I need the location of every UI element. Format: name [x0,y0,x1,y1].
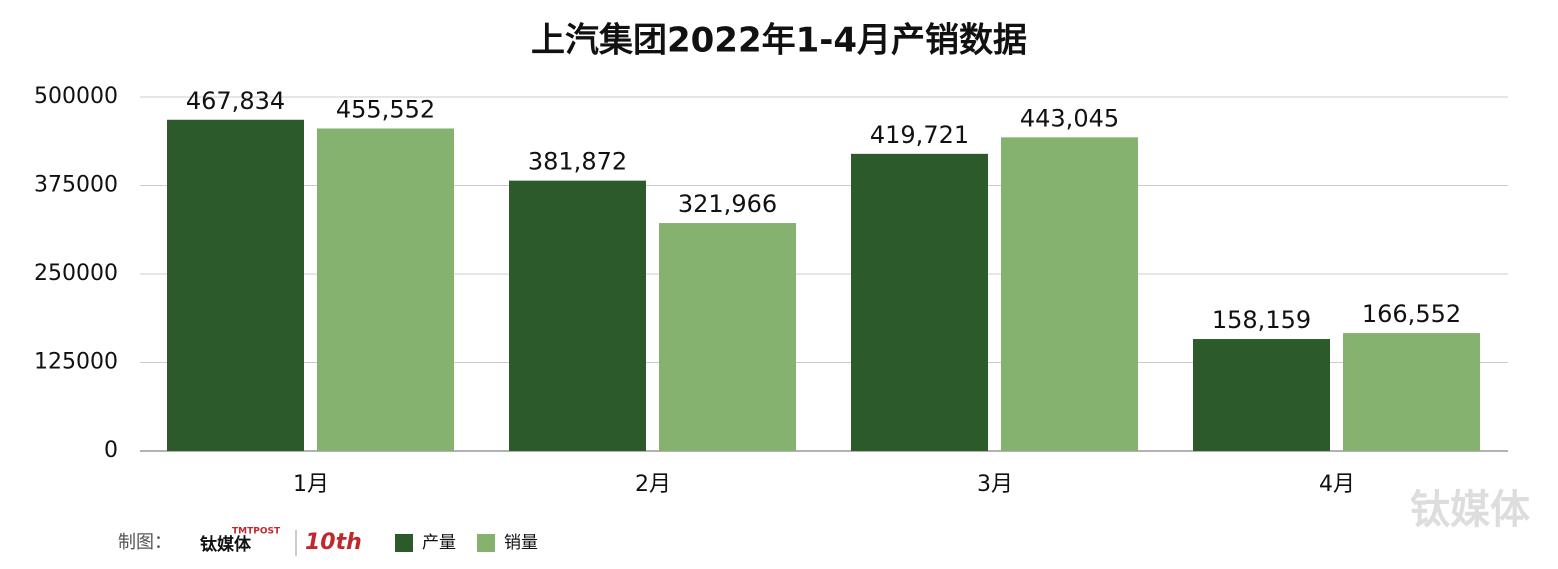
x-tick-label: 3月 [977,472,1013,497]
bar [1343,333,1480,451]
x-tick-label: 2月 [635,472,671,497]
watermark: 钛媒体 [1410,487,1530,533]
value-label: 443,045 [1020,104,1119,132]
bar [1001,137,1138,451]
legend-label: 产量 [422,533,456,553]
bar [167,119,304,451]
logo-text: 10th [305,530,362,555]
logo-text: TMTPOST [232,527,281,537]
value-label: 321,966 [678,190,777,218]
y-tick-label: 375000 [34,173,118,198]
y-tick-label: 0 [104,438,118,463]
bar [317,128,454,451]
bar [851,153,988,451]
y-tick-label: 500000 [34,84,118,109]
value-label: 467,834 [186,87,285,115]
x-tick-label: 1月 [293,472,329,497]
legend-swatch [395,534,413,552]
value-label: 158,159 [1212,306,1311,334]
bar [1193,339,1330,451]
y-tick-label: 250000 [34,261,118,286]
logo-text: 钛媒体 [200,534,252,555]
credit: 制图： [118,532,172,553]
value-label: 381,872 [528,148,627,176]
x-tick-label: 4月 [1319,472,1355,497]
legend-swatch [477,534,495,552]
bar [659,223,796,451]
bar [509,180,646,451]
value-label: 419,721 [870,121,969,149]
value-label: 166,552 [1362,300,1461,328]
y-tick-label: 125000 [34,350,118,375]
chart-title: 上汽集团2022年1-4月产销数据 [531,21,1027,61]
value-label: 455,552 [336,95,435,123]
legend-label: 销量 [504,533,538,553]
